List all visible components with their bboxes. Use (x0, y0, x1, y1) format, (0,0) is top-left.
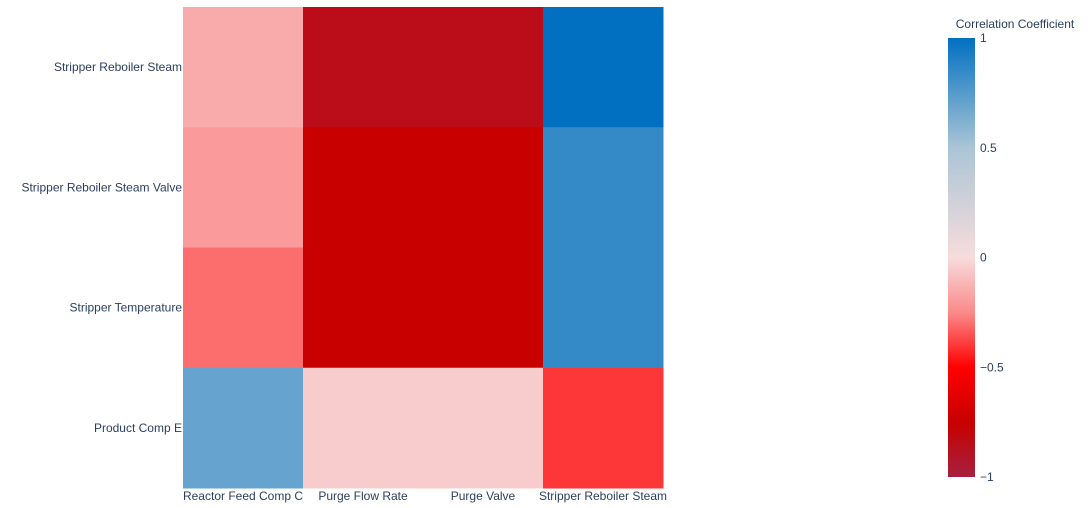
y-tick-label: Stripper Temperature (70, 301, 183, 315)
colorbar-tick-labels: 1 0.5 0 −0.5 −1 (980, 31, 1004, 484)
y-tick-label: Product Comp E (94, 421, 182, 435)
x-tick-label: Reactor Feed Comp C (183, 489, 303, 503)
y-tick-label: Stripper Reboiler Steam Valve (21, 180, 182, 194)
heatmap-cell (423, 7, 544, 128)
colorbar-tick-label: −1 (980, 470, 994, 484)
heatmap-cell (423, 247, 544, 369)
y-tick-label: Stripper Reboiler Steam (54, 60, 182, 74)
heatmap-cell (543, 367, 664, 489)
x-tick-label: Stripper Reboiler Steam (539, 489, 667, 503)
heatmap-cell (183, 127, 304, 248)
x-tick-label: Purge Valve (451, 489, 516, 503)
y-axis-tick-labels: Stripper Reboiler Steam Stripper Reboiler… (21, 60, 182, 435)
heatmap-cell (303, 367, 424, 489)
colorbar-tick-label: 1 (980, 31, 987, 45)
heatmap-cell (303, 127, 424, 248)
x-tick-label: Purge Flow Rate (318, 489, 408, 503)
x-axis-tick-labels: Reactor Feed Comp C Purge Flow Rate Purge … (183, 489, 667, 503)
heatmap-cell (423, 127, 544, 248)
heatmap-cell (183, 7, 304, 128)
heatmap-cell (543, 247, 664, 369)
colorbar-title: Correlation Coefficient (956, 17, 1075, 31)
heatmap-cells (183, 7, 664, 489)
heatmap-cell (543, 7, 664, 128)
colorbar-tick-label: −0.5 (980, 360, 1004, 374)
colorbar-tick-label: 0.5 (980, 141, 997, 155)
colorbar: Correlation Coefficient 1 0.5 0 −0.5 −1 (948, 17, 1075, 484)
heatmap-cell (303, 247, 424, 369)
heatmap-cell (423, 367, 544, 489)
colorbar-tick-label: 0 (980, 251, 987, 265)
heatmap-cell (183, 247, 304, 369)
colorbar-gradient (948, 38, 975, 477)
heatmap-cell (543, 127, 664, 248)
heatmap-cell (183, 367, 304, 489)
heatmap-cell (303, 7, 424, 128)
